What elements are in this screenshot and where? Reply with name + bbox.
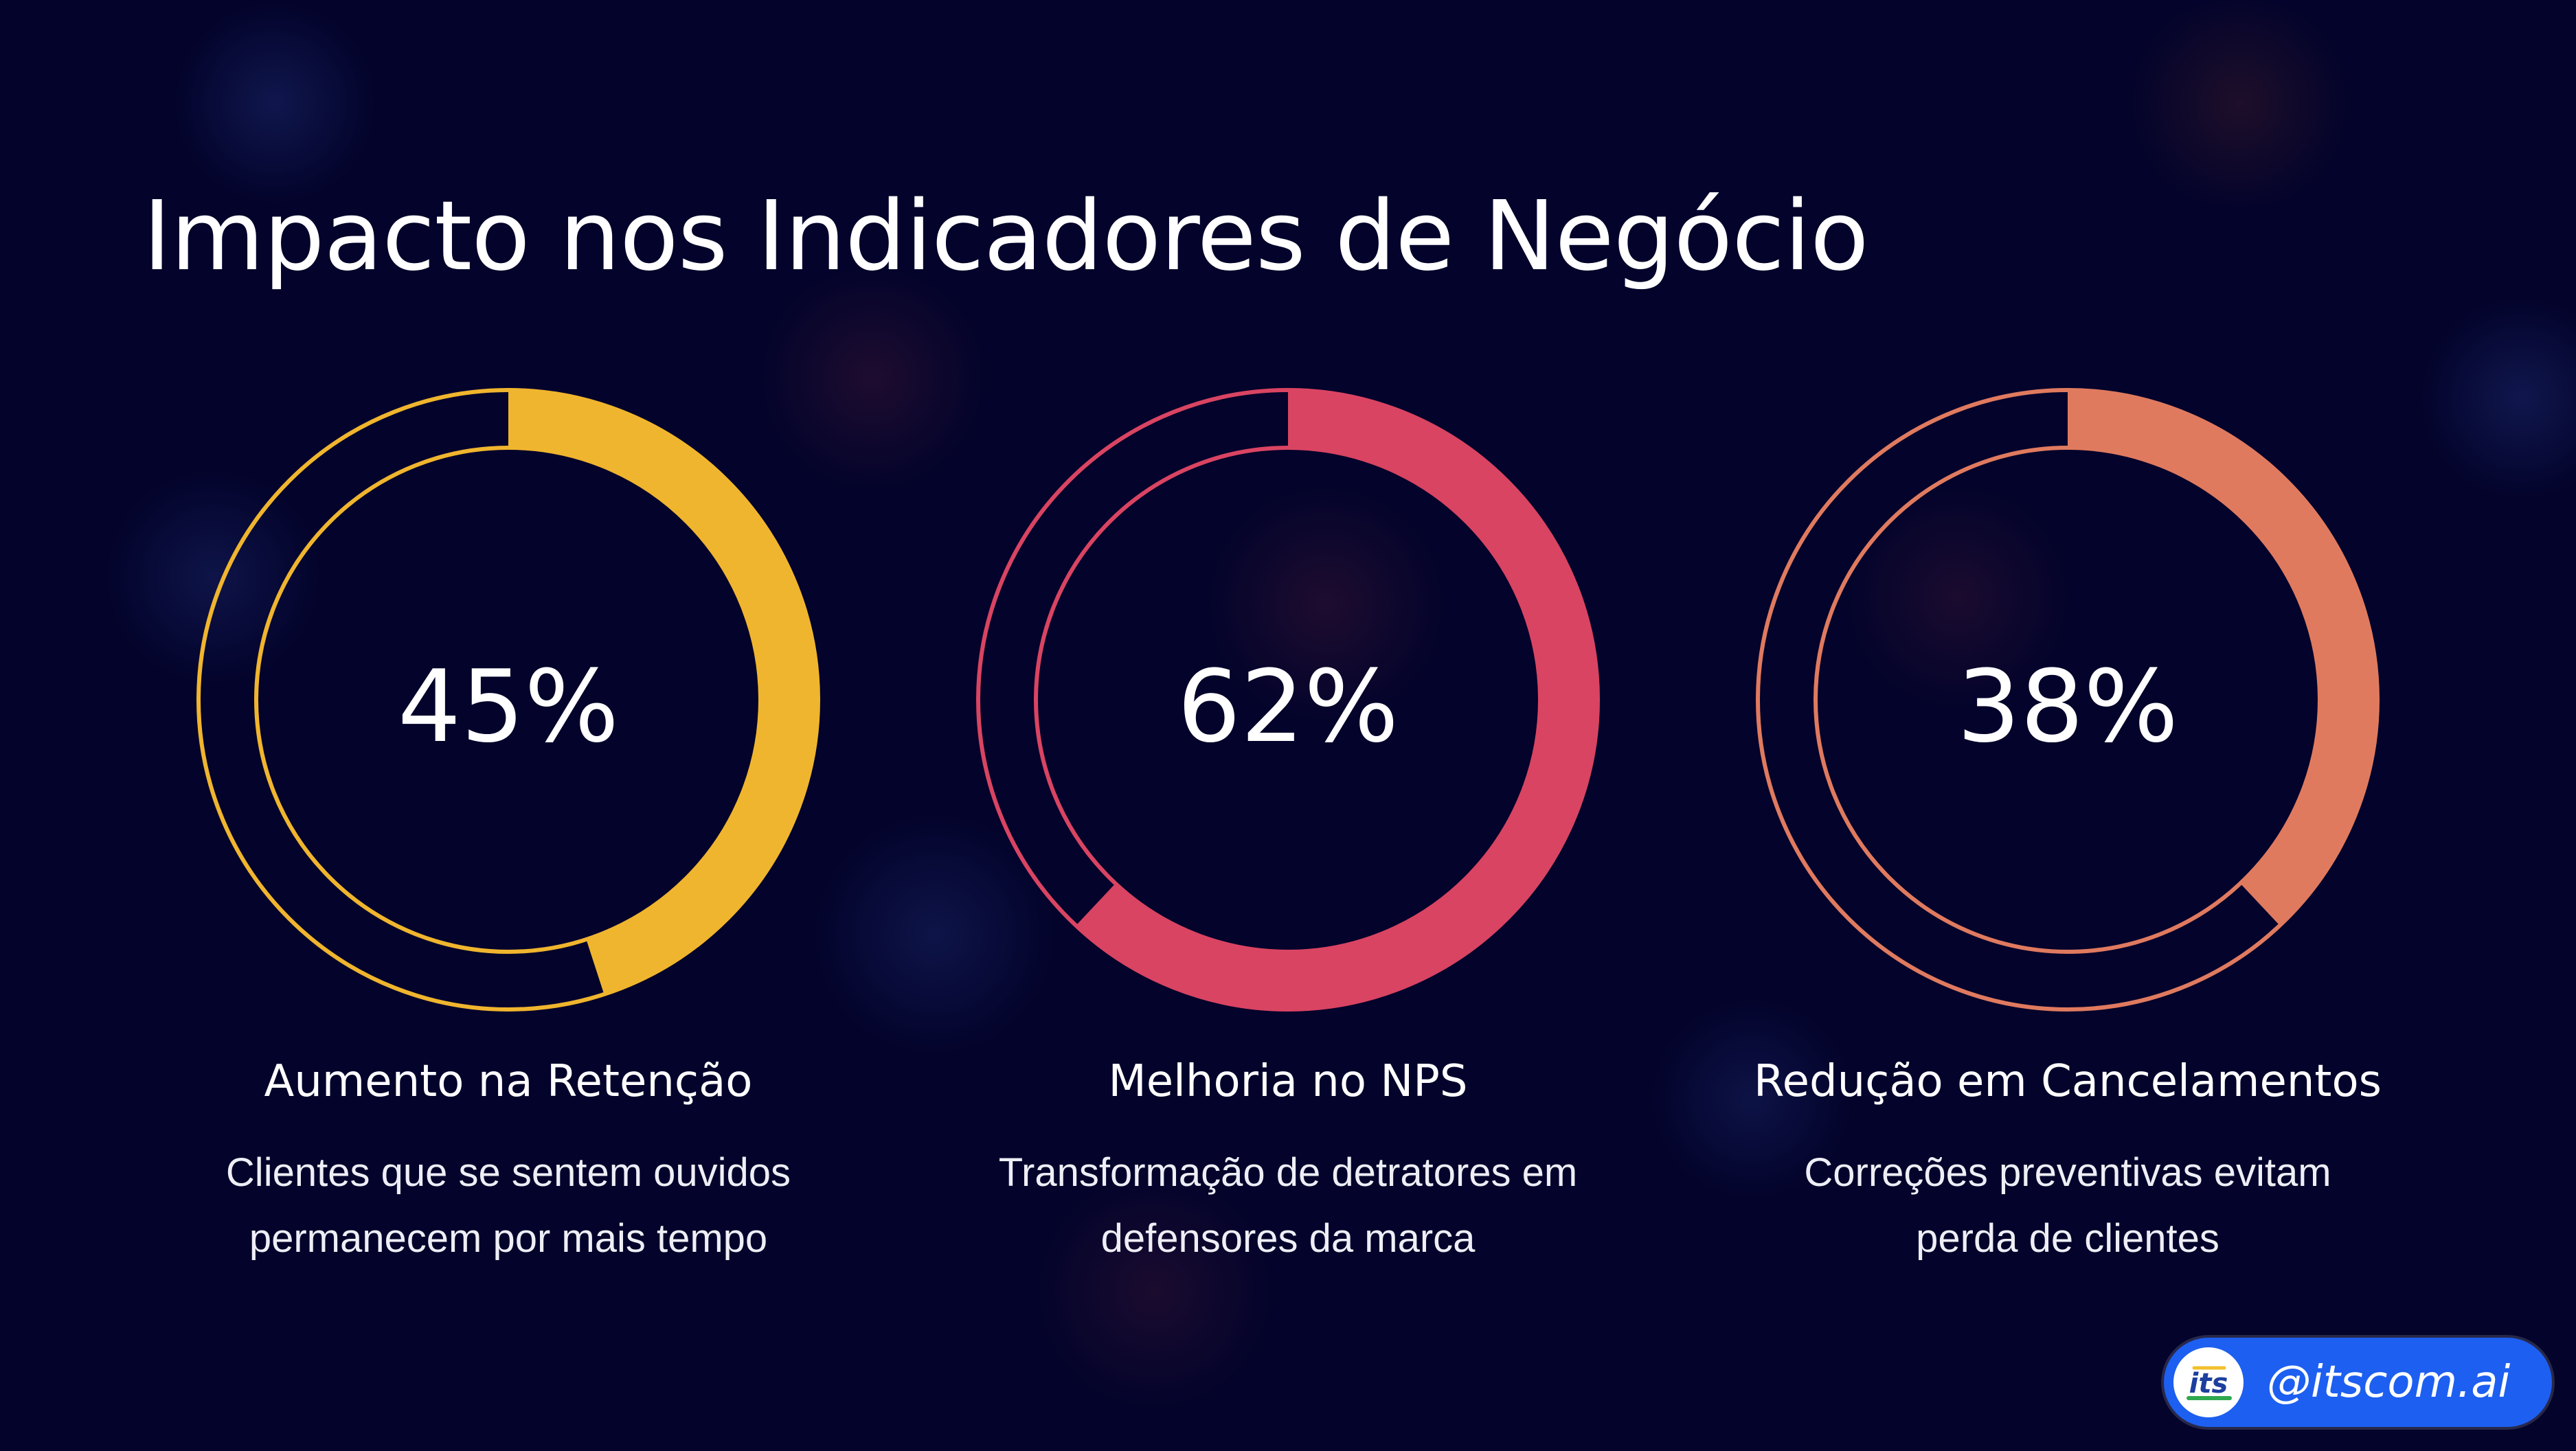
brand-handle[interactable]: @itscom.ai bbox=[2267, 1357, 2511, 1408]
metric-value: 62% bbox=[1177, 649, 1399, 765]
metric-value: 45% bbox=[397, 649, 620, 765]
progress-ring bbox=[196, 388, 820, 1012]
progress-ring bbox=[976, 388, 1600, 1012]
progress-arc bbox=[2068, 390, 2377, 926]
progress-ring bbox=[1756, 388, 2380, 1012]
svg-text:its: its bbox=[2189, 1368, 2228, 1399]
metric-card-cancellations: 38% Redução em Cancelamentos Correções p… bbox=[1724, 385, 2411, 1277]
metric-card-nps: 62% Melhoria no NPS Transformação de det… bbox=[945, 385, 1631, 1277]
metric-description: Transformação de detratores em defensore… bbox=[998, 1150, 1578, 1261]
brand-badge[interactable]: its @itscom.ai bbox=[2164, 1338, 2552, 1427]
page-title: Impacto nos Indicadores de Negócio bbox=[143, 181, 1869, 293]
progress-arc bbox=[508, 390, 818, 994]
progress-arc bbox=[1076, 390, 1598, 1009]
metric-label: Melhoria no NPS bbox=[1108, 1056, 1468, 1107]
metric-label: Aumento na Retenção bbox=[264, 1056, 753, 1107]
metric-label: Redução em Cancelamentos bbox=[1753, 1056, 2382, 1107]
metric-card-retention: 45% Aumento na Retenção Clientes que se … bbox=[165, 385, 852, 1277]
background-glow bbox=[2418, 295, 2576, 501]
background-glow bbox=[2116, 0, 2363, 206]
metric-description: Clientes que se sentem ouvidos permanece… bbox=[225, 1150, 791, 1261]
itscom-logo-icon: its bbox=[2173, 1347, 2244, 1417]
metric-description: Correções preventivas evitam perda de cl… bbox=[1804, 1150, 2331, 1261]
metric-value: 38% bbox=[1956, 649, 2179, 765]
